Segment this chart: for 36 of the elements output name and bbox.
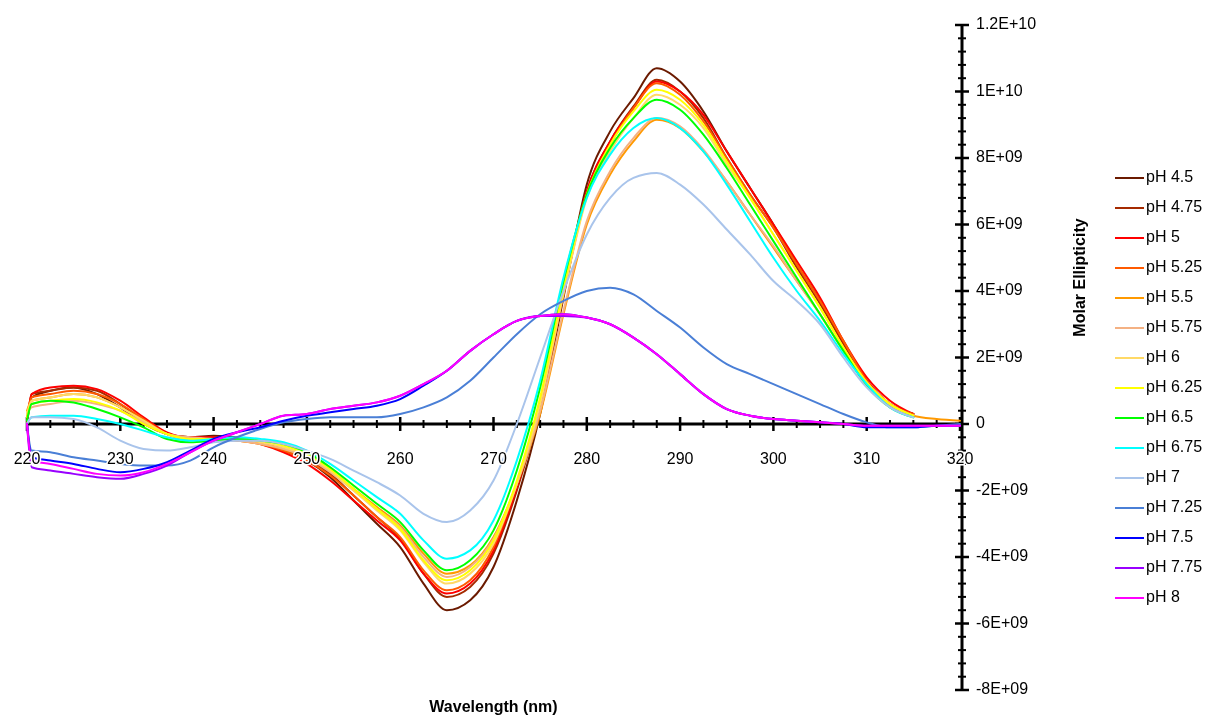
y-tick-label: 2E+09 (976, 347, 1023, 365)
x-tick-label: 290 (666, 450, 694, 467)
legend-label: pH 5.5 (1146, 288, 1194, 306)
y-tick-label: 1E+10 (976, 81, 1023, 99)
y-tick-label: -4E+09 (976, 547, 1029, 565)
x-tick-label: 280 (573, 450, 601, 467)
y-tick-label: 8E+09 (976, 148, 1023, 166)
y-tick-label: -2E+09 (976, 480, 1029, 498)
x-tick-label: 230 (106, 450, 134, 467)
x-tick-label: 300 (760, 450, 787, 467)
legend-label: pH 4.75 (1146, 198, 1203, 216)
legend-label: pH 7.5 (1146, 528, 1194, 546)
legend-label: pH 6.75 (1146, 438, 1203, 456)
x-tick-label: 260 (386, 450, 414, 467)
x-tick-label: 310 (853, 450, 881, 467)
legend-label: pH 5.25 (1146, 258, 1203, 276)
y-axis-title: Molar Ellipticity (1071, 218, 1088, 337)
legend-label: pH 6 (1146, 348, 1180, 366)
y-tick-label: 4E+09 (976, 281, 1023, 299)
legend-label: pH 5 (1146, 228, 1180, 246)
y-tick-label: 6E+09 (976, 214, 1023, 232)
legend-label: pH 7 (1146, 468, 1180, 486)
legend-label: pH 6.25 (1146, 378, 1203, 396)
legend-label: pH 7.25 (1146, 498, 1203, 516)
y-tick-label: -8E+09 (976, 680, 1029, 698)
legend-label: pH 7.75 (1146, 558, 1203, 576)
y-tick-label: 1.2E+10 (976, 15, 1037, 33)
legend-label: pH 6.5 (1146, 408, 1194, 426)
legend-label: pH 8 (1146, 588, 1180, 606)
x-tick-label: 240 (200, 450, 228, 467)
legend-label: pH 4.5 (1146, 168, 1194, 186)
x-axis-title: Wavelength (nm) (429, 698, 558, 715)
x-tick-label: 270 (480, 450, 507, 467)
y-tick-label: 0 (976, 414, 985, 432)
y-tick-label: -6E+09 (976, 613, 1029, 631)
legend-label: pH 5.75 (1146, 318, 1203, 336)
